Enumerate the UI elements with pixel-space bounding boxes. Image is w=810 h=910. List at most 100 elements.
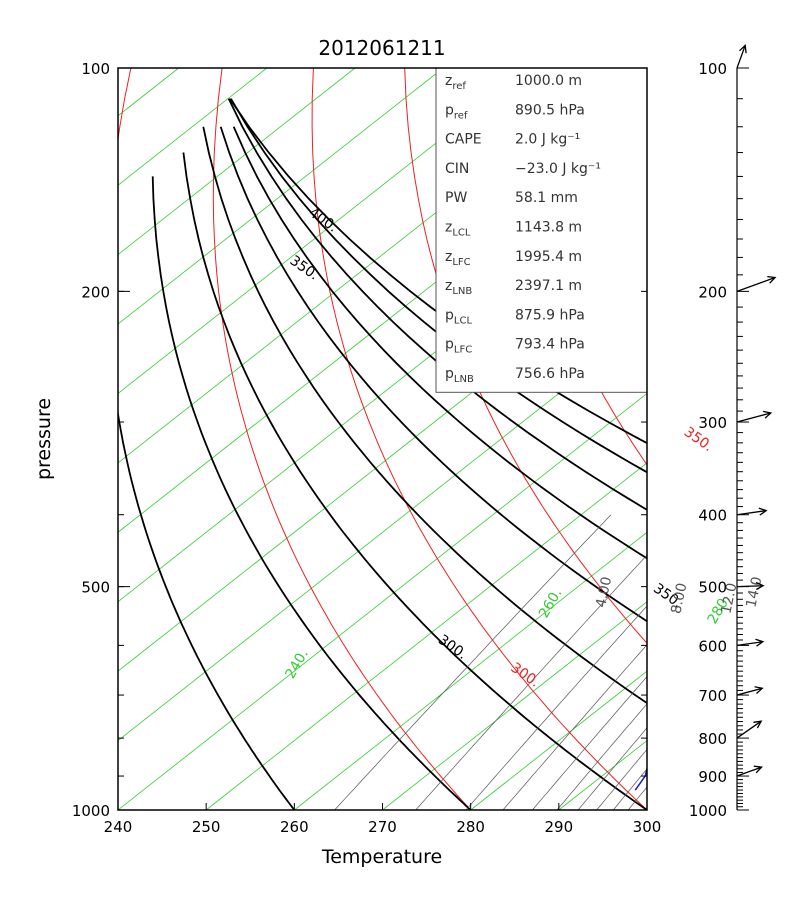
isotherm-line [470, 670, 647, 810]
info-box-key: CAPE [445, 132, 482, 148]
dry-adiabat-label: 300. [508, 660, 543, 691]
wind-vector [736, 687, 763, 696]
isotherm-line [118, 68, 532, 394]
wind-vector [736, 45, 746, 69]
mixing-ratio-label: 8.00 [668, 582, 690, 616]
isotherm-line [294, 531, 647, 810]
wind-pressure-label: 600 [698, 637, 727, 655]
info-box-value: 1143.8 m [515, 220, 582, 236]
mixing-ratio-line [502, 644, 647, 810]
wind-arrowhead [755, 638, 765, 647]
isotherm-line [118, 68, 444, 325]
isotherm-line [646, 809, 647, 810]
axes: 240 250 260 270 280 290 300 100 200 500 1000 [72, 60, 662, 836]
moist-adiabat-line [219, 126, 647, 623]
moist-adiabat-line [232, 126, 647, 560]
wind-arrowhead [762, 410, 773, 419]
mixing-ratio-line [556, 703, 647, 810]
mixing-ratio-line [613, 768, 647, 810]
wind-vector [736, 720, 762, 739]
wind-pressure-label: 900 [698, 768, 727, 786]
mixing-ratio-label: 12.0 [718, 582, 740, 616]
y-tick-label: 1000 [72, 802, 110, 820]
info-box: zref 1000.0 m pref 890.5 hPa CAPE 2.0 J kg⁻¹ C… [435, 67, 648, 393]
x-tick-label: 260 [280, 818, 309, 836]
isotherm-line [382, 601, 647, 810]
info-box-key: zref [445, 73, 466, 92]
y-axis-label: pressure [33, 398, 55, 480]
x-axis-label: Temperature [321, 846, 442, 868]
info-box-value: 1000.0 m [515, 73, 582, 89]
isotherm-line [118, 254, 647, 672]
info-box-value: 756.6 hPa [515, 366, 585, 382]
isotherm-line [0, 68, 2, 810]
mixing-ratio-label: 14.0 [743, 575, 765, 609]
info-box-value: 58.1 mm [515, 190, 578, 206]
mixing-ratio-label: 4.00 [593, 575, 615, 609]
wind-arrowhead [753, 765, 763, 774]
info-box-key: pref [445, 102, 468, 121]
wind-arrowhead [753, 720, 763, 729]
x-tick-label: 300 [633, 818, 662, 836]
info-box-key: pLCL [445, 307, 472, 326]
wind-pressure-label: 200 [698, 283, 727, 301]
isotherm-label: 240. [282, 647, 311, 682]
dry-adiabat-line [770, 68, 810, 810]
info-box-value: 2.0 J kg⁻¹ [515, 132, 580, 148]
wind-column: 100 200 300 400 500 600 700 800 900 1000 [689, 44, 777, 820]
info-box-value: 890.5 hPa [515, 102, 585, 118]
isotherm-line [118, 68, 356, 256]
info-box-value: 875.9 hPa [515, 307, 585, 323]
dry-adiabat-line [118, 68, 295, 810]
info-box-key: zLFC [445, 249, 471, 268]
isotherm-line [118, 323, 647, 742]
info-box-key: CIN [445, 161, 469, 177]
wind-arrowhead [758, 507, 768, 516]
x-tick-label: 270 [368, 818, 397, 836]
isotherm-line [118, 68, 179, 117]
moist-adiabat-label: 300. [435, 632, 470, 663]
y-tick-label: 500 [81, 579, 110, 597]
dry-adiabat-line [118, 809, 119, 810]
wind-arrowhead [754, 686, 764, 694]
mixing-ratio-line [577, 727, 647, 810]
wind-vector [736, 641, 764, 647]
wind-pressure-label: 700 [698, 687, 727, 705]
moist-adiabat-line [118, 408, 296, 810]
wind-arrowhead [739, 44, 747, 54]
info-box-value: 793.4 hPa [515, 337, 585, 353]
moist-adiabat-label: 350. [287, 253, 322, 284]
wind-vector [736, 412, 771, 423]
wind-pressure-label: 400 [698, 507, 727, 525]
x-tick-label: 290 [545, 818, 574, 836]
mixing-ratio-line [334, 514, 612, 810]
wind-arrowhead [767, 275, 777, 284]
info-box-key: pLFC [445, 337, 472, 356]
isotherm-line [118, 184, 647, 603]
mixing-ratio-line [532, 676, 647, 810]
y-tick-label: 100 [81, 60, 110, 78]
chart-title: 2012061211 [318, 36, 445, 60]
x-tick-label: 240 [104, 818, 133, 836]
wind-pressure-label: 300 [698, 414, 727, 432]
temperature-profile [646, 789, 647, 790]
isotherm-label: 260. [536, 586, 565, 621]
wind-vector [736, 276, 776, 292]
info-box-value: −23.0 J kg⁻¹ [515, 161, 601, 177]
mixing-ratio-line [596, 748, 647, 810]
moist-adiabat-line [202, 126, 647, 705]
info-box-key: PW [445, 190, 467, 206]
info-box-key: pLNB [445, 366, 474, 385]
x-tick-label: 280 [456, 818, 485, 836]
mixing-ratio-line [655, 515, 810, 810]
mixing-ratio-line [627, 786, 647, 810]
wind-pressure-label: 500 [698, 579, 727, 597]
moist-adiabat-line [182, 152, 647, 810]
dry-adiabat-line [212, 68, 472, 810]
moist-adiabat-line [118, 808, 119, 810]
info-box-value: 1995.4 m [515, 249, 582, 265]
info-box-value: 2397.1 m [515, 278, 582, 294]
wind-pressure-label: 1000 [689, 802, 727, 820]
moist-adiabat-line [151, 176, 472, 810]
